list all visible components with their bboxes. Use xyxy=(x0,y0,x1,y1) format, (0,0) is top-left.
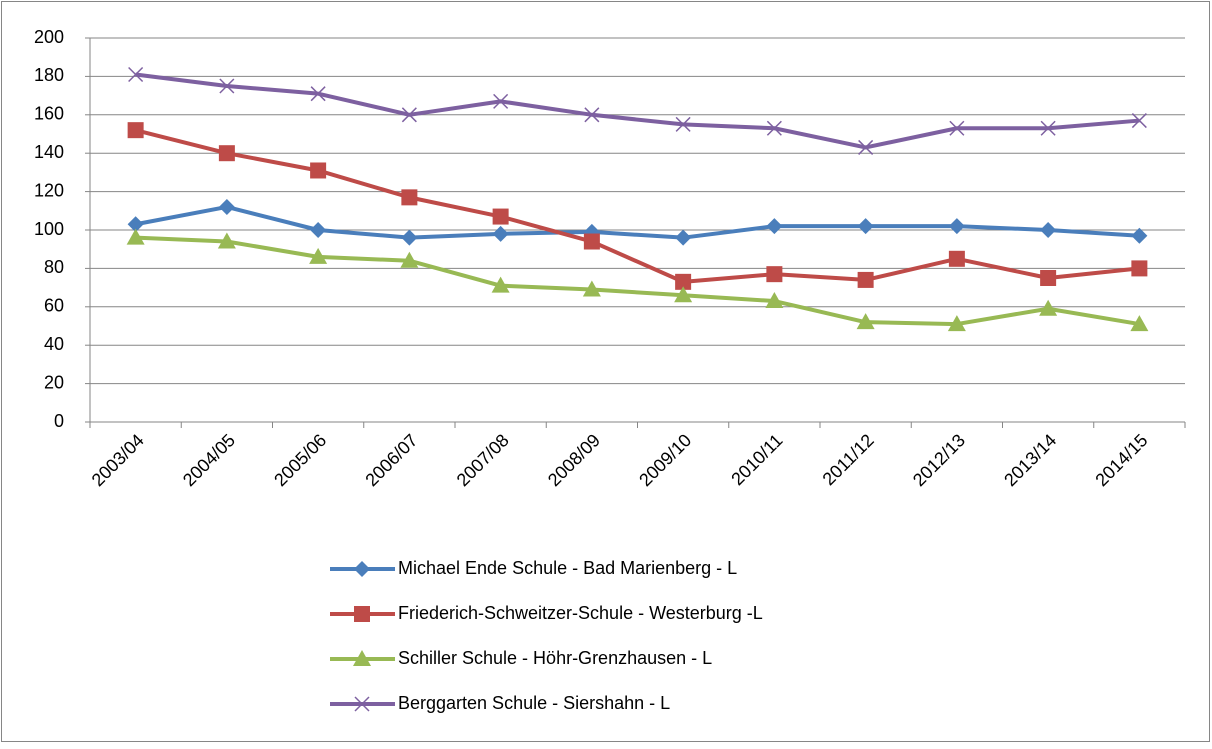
marker xyxy=(310,86,326,102)
marker xyxy=(857,218,874,235)
series-line xyxy=(135,128,1140,284)
legend-marker xyxy=(354,696,370,712)
series-line xyxy=(135,72,1140,150)
marker xyxy=(582,280,601,297)
marker xyxy=(217,232,236,249)
y-tick-label: 20 xyxy=(44,372,64,392)
marker xyxy=(127,216,144,233)
y-tick-label: 60 xyxy=(44,296,64,316)
marker xyxy=(948,218,965,235)
marker xyxy=(400,251,419,268)
y-tick-label: 0 xyxy=(54,411,64,431)
marker xyxy=(127,122,144,139)
marker xyxy=(765,292,784,309)
marker xyxy=(218,145,235,162)
marker xyxy=(1130,315,1149,332)
marker xyxy=(1040,120,1056,136)
y-tick-label: 40 xyxy=(44,334,64,354)
marker xyxy=(310,162,327,179)
y-tick-label: 160 xyxy=(34,104,64,124)
marker xyxy=(1131,227,1148,244)
y-tick-label: 100 xyxy=(34,219,64,239)
y-tick-label: 180 xyxy=(34,65,64,85)
marker xyxy=(401,107,417,123)
marker xyxy=(219,78,235,94)
marker xyxy=(401,229,418,246)
marker xyxy=(309,247,328,264)
marker xyxy=(675,273,692,290)
series-line xyxy=(135,235,1140,327)
marker xyxy=(766,218,783,235)
marker xyxy=(857,271,874,288)
marker xyxy=(218,198,235,215)
marker xyxy=(1040,270,1057,286)
series-line xyxy=(135,204,1140,240)
marker xyxy=(492,225,509,242)
marker xyxy=(401,189,418,206)
marker xyxy=(947,315,966,332)
y-tick-label: 140 xyxy=(34,142,64,162)
marker xyxy=(858,139,874,155)
marker xyxy=(583,233,600,250)
marker xyxy=(584,107,600,123)
marker xyxy=(310,222,327,238)
y-tick-label: 200 xyxy=(34,27,64,47)
marker xyxy=(1040,222,1057,238)
marker xyxy=(126,228,145,245)
legend-marker xyxy=(354,561,370,577)
marker xyxy=(675,116,691,132)
y-tick-label: 80 xyxy=(44,257,64,277)
marker xyxy=(949,120,965,136)
marker xyxy=(1039,299,1058,316)
marker xyxy=(766,120,782,136)
legend-label: Michael Ende Schule - Bad Marienberg - L xyxy=(398,558,737,578)
marker xyxy=(128,66,144,83)
legend-label: Schiller Schule - Höhr-Grenzhausen - L xyxy=(398,648,712,668)
marker xyxy=(493,93,509,109)
legend-marker xyxy=(354,606,370,622)
y-tick-label: 120 xyxy=(34,180,64,200)
marker xyxy=(675,229,692,246)
marker xyxy=(491,276,510,293)
marker xyxy=(856,313,875,330)
marker xyxy=(766,266,783,283)
marker xyxy=(674,286,693,303)
marker xyxy=(948,250,965,267)
marker xyxy=(492,208,509,225)
marker xyxy=(1131,113,1147,129)
legend-marker xyxy=(353,650,371,666)
legend-label: Berggarten Schule - Siershahn - L xyxy=(398,693,670,713)
marker xyxy=(1131,260,1148,277)
legend-label: Friederich-Schweitzer-Schule - Westerbur… xyxy=(398,603,763,623)
